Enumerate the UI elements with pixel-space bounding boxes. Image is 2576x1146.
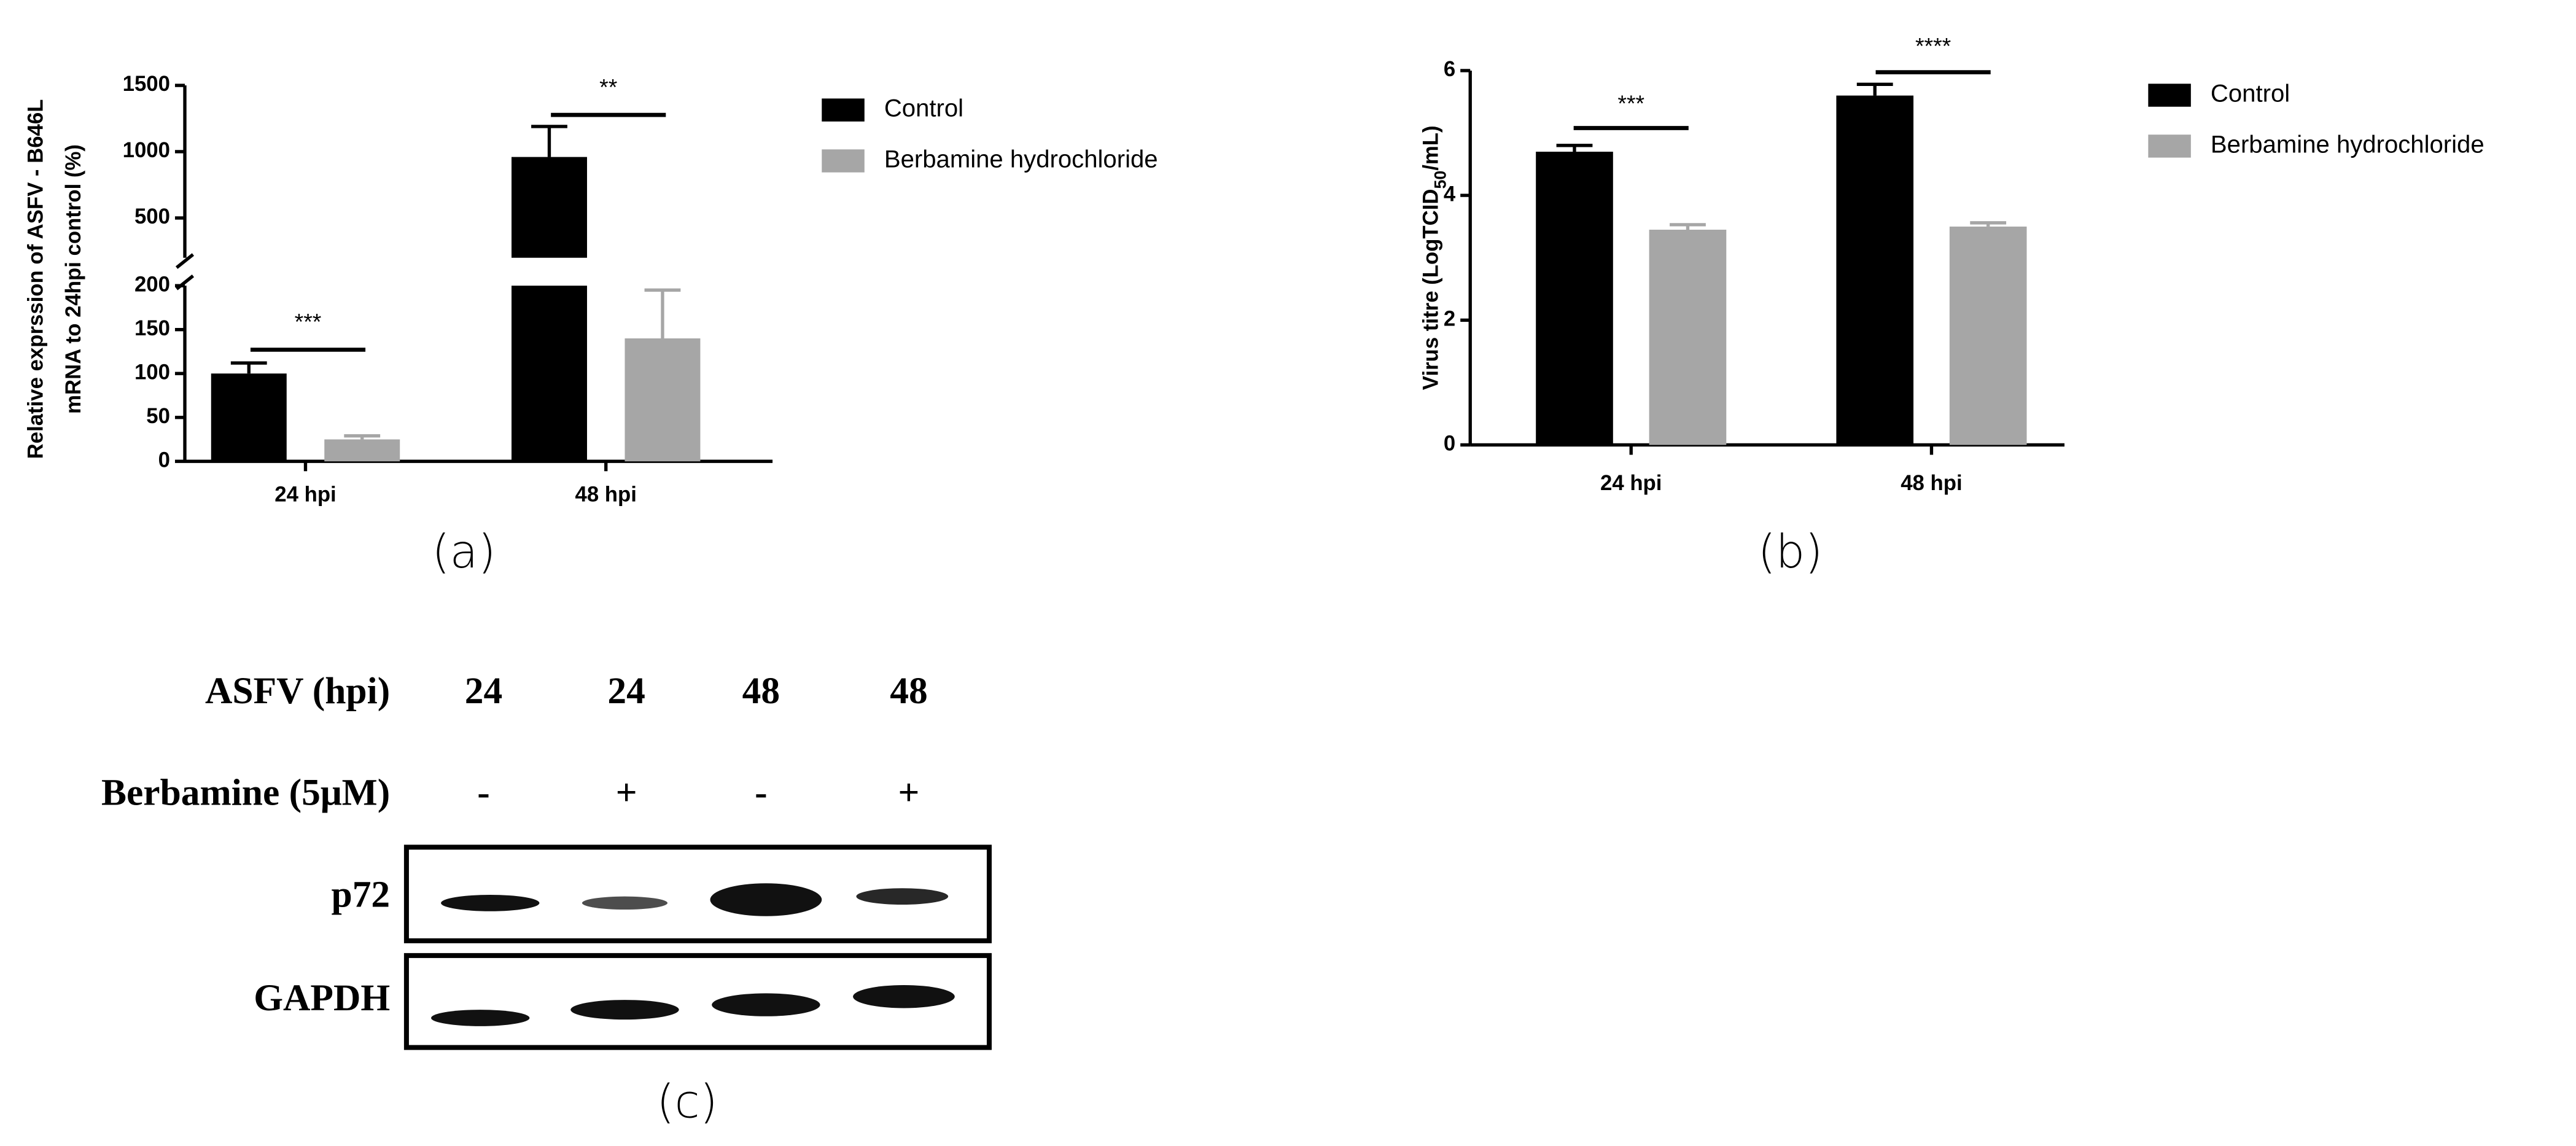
blot-band-label: p72 xyxy=(332,873,391,915)
significance-label: **** xyxy=(1915,33,1951,58)
bar xyxy=(1949,226,2027,445)
error-bar xyxy=(1670,223,1706,230)
y-axis-label-part: 50 xyxy=(1431,171,1450,189)
y-tick-label: 150 xyxy=(134,317,170,340)
y-tick-label: 50 xyxy=(146,405,170,428)
legend-label: Control xyxy=(2211,80,2290,107)
y-tick-label: 2 xyxy=(1444,307,1455,330)
error-bar xyxy=(1856,82,1893,96)
y-axis-label: mRNA to 24hpi control (%) xyxy=(62,144,85,414)
y-tick-label: 100 xyxy=(134,361,170,384)
significance-label: *** xyxy=(295,309,322,335)
panel-label: (c) xyxy=(656,1075,718,1129)
legend-label: Control xyxy=(884,95,963,122)
legend-swatch xyxy=(822,98,865,122)
error-bar xyxy=(230,361,267,374)
legend-swatch xyxy=(822,149,865,173)
error-bar xyxy=(1970,221,2007,227)
y-tick-label: 200 xyxy=(134,273,170,296)
error-bar xyxy=(531,125,567,157)
y-tick-label: 500 xyxy=(134,205,170,228)
legend-swatch xyxy=(2148,84,2191,107)
bar xyxy=(625,338,701,462)
legend-label: Berbamine hydrochloride xyxy=(2211,131,2485,158)
legend-swatch xyxy=(2148,134,2191,158)
blot-lane-label: + xyxy=(898,772,919,814)
bar xyxy=(1536,152,1613,445)
y-axis-label-part: /mL) xyxy=(1420,125,1443,170)
blot-band-label: GAPDH xyxy=(254,977,390,1019)
blot-lane-label: 48 xyxy=(890,670,927,712)
bar xyxy=(1836,95,1914,445)
error-bar xyxy=(1556,144,1593,152)
bar xyxy=(211,373,287,462)
x-tick-label: 24 hpi xyxy=(1600,472,1662,495)
axis-break xyxy=(175,253,195,269)
blot-lane-label: - xyxy=(477,772,489,814)
blot-lane-label: - xyxy=(755,772,767,814)
y-tick-label: 0 xyxy=(1444,432,1455,456)
panel-label: (a) xyxy=(432,525,496,579)
blot-lane-label: 24 xyxy=(607,670,645,712)
y-tick-label: 6 xyxy=(1444,58,1455,81)
x-tick-label: 48 hpi xyxy=(1901,472,1962,495)
y-axis-label: Relative exprssion of ASFV - B646L xyxy=(25,99,48,459)
y-axis-label-part: Virus titre (LogTCID xyxy=(1420,189,1443,390)
error-bar xyxy=(644,288,681,338)
bar xyxy=(324,439,400,462)
y-tick-label: 1000 xyxy=(123,139,170,162)
y-axis-label: Virus titre (LogTCID50/mL) xyxy=(1420,125,1450,390)
blot-image xyxy=(403,844,992,1050)
y-tick-label: 1500 xyxy=(123,72,170,96)
x-tick-label: 48 hpi xyxy=(575,483,637,507)
blot-lane-label: 48 xyxy=(742,670,780,712)
y-tick-label: 0 xyxy=(158,448,170,472)
significance-label: *** xyxy=(1617,90,1644,116)
x-tick-label: 24 hpi xyxy=(274,483,336,507)
significance-label: ** xyxy=(599,74,617,99)
blot-row-label: Berbamine (5μM) xyxy=(101,772,390,814)
blot-lane-label: + xyxy=(616,772,637,814)
y-tick-label: 4 xyxy=(1444,182,1456,206)
bar xyxy=(512,157,587,258)
blot-lane-label: 24 xyxy=(465,670,502,712)
bar xyxy=(512,286,587,462)
blot-row-label: ASFV (hpi) xyxy=(205,670,390,712)
bar xyxy=(1649,230,1727,445)
error-bar xyxy=(344,434,381,440)
panel-label: (b) xyxy=(1758,525,1823,579)
legend-label: Berbamine hydrochloride xyxy=(884,146,1158,173)
